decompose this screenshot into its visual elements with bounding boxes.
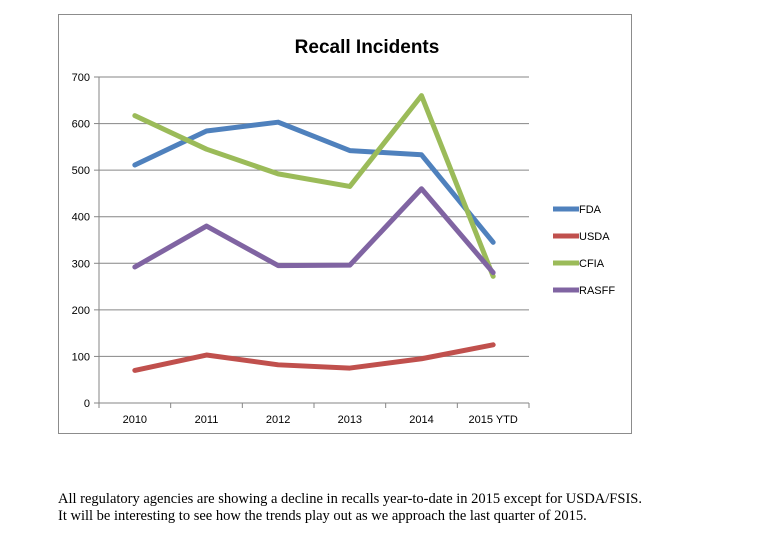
y-tick-label-100: 100 [72, 351, 90, 363]
chart-area: Recall Incidents 0 100 200 300 400 500 600 700 … [58, 14, 632, 434]
legend-label-usda: USDA [579, 231, 610, 243]
y-tick-label-0: 0 [84, 398, 90, 410]
y-tick-label-500: 500 [72, 165, 90, 177]
recall-incidents-chart: Recall Incidents 0100200300400500600700 … [72, 37, 616, 426]
y-tick-label-600: 600 [72, 119, 90, 131]
x-tick-label-2013: 2013 [338, 414, 362, 426]
series-line-usda [132, 342, 496, 373]
caption-line-2: It will be interesting to see how the tr… [58, 508, 587, 524]
caption: All regulatory agencies are showing a de… [58, 491, 758, 525]
x-axis-ticks: 2010 2011 2012 2013 2014 2015 YTD [98, 403, 530, 426]
x-tick-label-2011: 2011 [195, 414, 219, 426]
legend-label-fda: FDA [579, 204, 602, 216]
series-line-rasff [132, 186, 496, 276]
y-axis-ticks: 0 100 200 300 400 500 600 700 [72, 72, 99, 410]
legend-label-rasff: RASFF [579, 285, 615, 297]
y-tick-label-200: 200 [72, 305, 90, 317]
y-tick-label-300: 300 [72, 258, 90, 270]
y-tick-label-700: 700 [72, 72, 90, 84]
legend: FDA USDA CFIA RASFF [553, 204, 615, 297]
gridlines [99, 76, 529, 357]
x-tick-label-2015-ytd: 2015 YTD [469, 414, 518, 426]
x-tick-label-2014: 2014 [409, 414, 433, 426]
series-lines [132, 93, 496, 373]
x-tick-label-2012: 2012 [266, 414, 290, 426]
series-line-fda [132, 119, 496, 245]
x-tick-label-2010: 2010 [123, 414, 147, 426]
legend-label-cfia: CFIA [579, 258, 605, 270]
series-line-cfia [132, 93, 496, 279]
chart-title: Recall Incidents [295, 37, 440, 58]
y-tick-label-400: 400 [72, 212, 90, 224]
caption-line-1: All regulatory agencies are showing a de… [58, 491, 642, 507]
